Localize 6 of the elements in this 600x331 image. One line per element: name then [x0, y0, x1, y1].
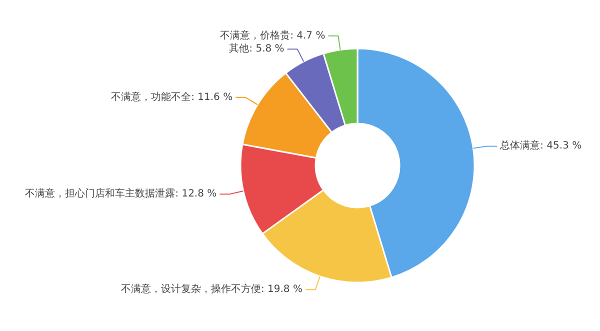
slice-label: 不满意，价格贵: 4.7 % [220, 29, 326, 42]
slice-label: 不满意，设计复杂，操作不方便: 19.8 % [120, 283, 302, 296]
slice-label: 不满意，功能不全: 11.6 % [111, 90, 233, 103]
slice-label: 其他: 5.8 % [229, 42, 284, 55]
slice-label: 总体满意: 45.3 % [499, 140, 582, 152]
slice-label: 不满意，担心门店和车主数据泄露: 12.8 % [25, 188, 217, 200]
